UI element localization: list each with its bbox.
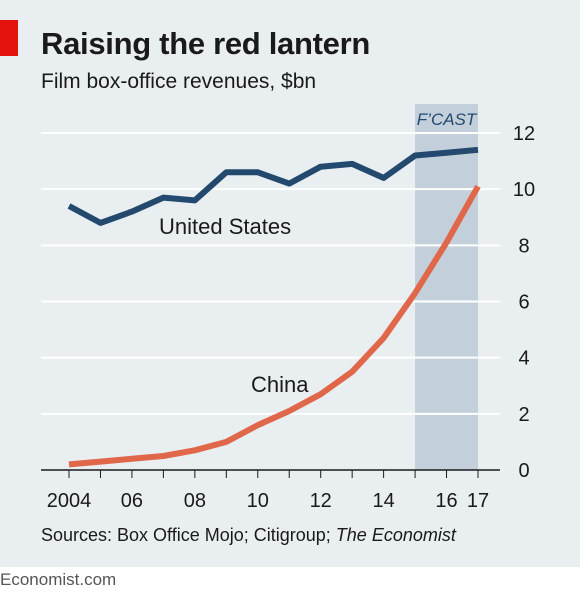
x-tick-label: 17 — [467, 490, 489, 512]
source-note: Sources: Box Office Mojo; Citigroup; The… — [41, 525, 456, 546]
chart-title: Raising the red lantern — [41, 26, 370, 61]
forecast-band — [415, 104, 478, 470]
line-chart: F’CAST 0 2 4 6 8 10 12 2004 06 08 10 12 14 16 17 Unit… — [41, 104, 535, 512]
y-tick-label: 12 — [513, 123, 535, 145]
x-tick-label: 10 — [247, 490, 269, 512]
x-tick-label: 16 — [435, 490, 457, 512]
series-lines — [41, 146, 500, 471]
y-tick-label: 10 — [513, 179, 535, 201]
forecast-label: F’CAST — [417, 110, 478, 129]
series-label-china: China — [251, 372, 309, 397]
chart-subtitle: Film box-office revenues, $bn — [41, 70, 317, 93]
chart-card — [0, 0, 580, 567]
x-tick-label: 2004 — [47, 490, 92, 512]
x-tick-label: 08 — [184, 490, 206, 512]
series-label-united-states: United States — [159, 214, 291, 239]
x-tick-label: 12 — [310, 490, 332, 512]
x-tick-label: 14 — [372, 490, 394, 512]
source-italic: The Economist — [335, 525, 456, 545]
gridlines — [41, 132, 500, 415]
y-tick-label: 8 — [518, 235, 529, 257]
series-line-china — [68, 184, 481, 468]
source-text: Sources: Box Office Mojo; Citigroup; — [41, 525, 336, 545]
series-labels: United States China — [159, 214, 309, 397]
y-axis-ticks: 0 2 4 6 8 10 12 — [513, 123, 535, 482]
brand-footer: Economist.com — [0, 570, 117, 589]
y-tick-label: 6 — [518, 292, 529, 314]
x-tick-label: 06 — [121, 490, 143, 512]
y-tick-label: 4 — [518, 348, 529, 370]
forecast-band-group: F’CAST — [415, 104, 478, 470]
brand-red-tag — [0, 20, 18, 56]
y-tick-label: 2 — [518, 404, 529, 426]
x-axis-ticks: 2004 06 08 10 12 14 16 17 — [47, 470, 489, 512]
series-line-us — [67, 146, 479, 226]
y-tick-label: 0 — [518, 460, 529, 482]
